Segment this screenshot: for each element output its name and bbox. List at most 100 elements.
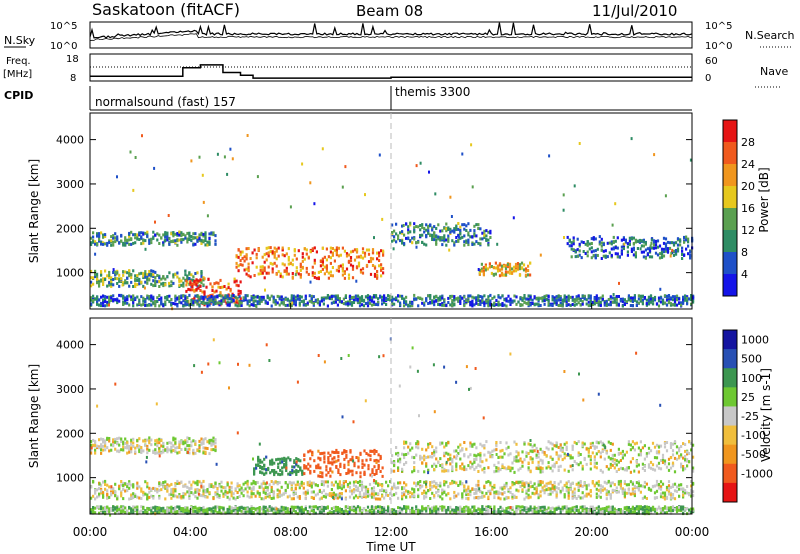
echo-cell (142, 490, 145, 494)
echo-cell (216, 294, 219, 298)
echo-cell (280, 485, 283, 489)
echo-cell (255, 265, 258, 269)
echo-cell (152, 230, 155, 234)
echo-cell (284, 297, 287, 301)
echo-cell (376, 251, 379, 255)
echo-cell (413, 494, 416, 498)
noise-left-tick-bottom: 10^0 (50, 41, 77, 52)
echo-cell (92, 294, 95, 298)
echo-cell (675, 298, 679, 302)
echo-cell (427, 445, 430, 449)
echo-cell (401, 231, 404, 235)
echo-cell (690, 484, 693, 488)
echo-cell (112, 278, 115, 281)
echo-cell (134, 285, 137, 288)
echo-cell (351, 469, 354, 473)
echo-cell (441, 469, 444, 473)
echo-cell (469, 228, 472, 232)
echo-cell (104, 439, 107, 443)
echo-cell (447, 296, 450, 300)
echo-cell (180, 301, 183, 305)
echo-cell (479, 237, 482, 241)
echo-cell (553, 487, 556, 491)
echo-cell (421, 241, 424, 244)
echo-cell (106, 241, 109, 245)
echo-cell (100, 304, 103, 308)
echo-cell (529, 303, 532, 307)
echo-cell (329, 461, 332, 465)
echo-cell (172, 490, 175, 494)
echo-cell (692, 494, 695, 498)
echo-cell (265, 246, 268, 250)
echo-cell (202, 451, 205, 455)
echo-cell (98, 494, 101, 498)
echo-cell (98, 237, 101, 241)
echo-cell (172, 487, 175, 491)
echo-cell (453, 241, 456, 245)
echo-cell (435, 446, 438, 450)
echo-cell (242, 489, 245, 493)
echo-cell (323, 457, 326, 461)
echo-cell (539, 447, 542, 451)
echo-cell (112, 298, 115, 302)
echo-cell (250, 295, 253, 298)
echo-cell (680, 483, 683, 487)
echo-cell (425, 297, 428, 301)
echo-cell (503, 466, 506, 470)
echo-cell (192, 232, 195, 236)
echo-cell (234, 497, 237, 501)
echo-cell (279, 473, 282, 477)
echo-cell (451, 479, 454, 483)
echo-cell (144, 439, 147, 443)
echo-cell (451, 458, 454, 461)
echo-cell (656, 245, 660, 249)
echo-cell (587, 483, 590, 487)
echo-cell (612, 235, 615, 239)
echo-cell (244, 487, 247, 491)
echo-cell (282, 302, 285, 306)
echo-cell (192, 301, 195, 305)
echo-cell (334, 480, 337, 484)
echo-cell (586, 254, 589, 258)
echo-cell (500, 271, 504, 275)
echo-cell (200, 301, 203, 304)
echo-cell (545, 454, 548, 458)
echo-cell (401, 494, 404, 498)
echo-cell (232, 492, 235, 496)
echo-cell (310, 481, 313, 485)
echo-cell (162, 241, 165, 245)
echo-cell (692, 490, 695, 494)
echo-cell (441, 238, 444, 242)
echo-cell (262, 487, 265, 491)
echo-cell (148, 239, 151, 243)
echo-cell (302, 482, 305, 486)
echo-cell (325, 258, 328, 262)
echo-cell (176, 232, 179, 235)
echo-cell (529, 495, 532, 499)
echo-cell (469, 453, 472, 457)
echo-cell (515, 302, 518, 306)
echo-cell (359, 268, 363, 272)
echo-cell (284, 488, 287, 492)
echo-cell (273, 473, 276, 477)
echo-cell (279, 272, 282, 276)
echo-cell (104, 483, 107, 486)
echo-cell (589, 294, 592, 298)
echo-cell (202, 492, 205, 496)
echo-cell (627, 483, 630, 487)
echo-cell (238, 304, 241, 308)
echo-cell (650, 246, 654, 250)
echo-cell (512, 265, 516, 269)
echo-cell (235, 279, 238, 283)
echo-cell (322, 480, 325, 484)
echo-cell (304, 297, 307, 301)
echo-cell (423, 458, 426, 462)
echo-cell (613, 298, 616, 302)
echo-cell (158, 494, 161, 498)
scatter-echo-cell (578, 142, 581, 145)
echo-cell (397, 294, 400, 298)
echo-cell (555, 299, 558, 303)
echo-cell (90, 298, 93, 302)
echo-cell (610, 242, 613, 246)
